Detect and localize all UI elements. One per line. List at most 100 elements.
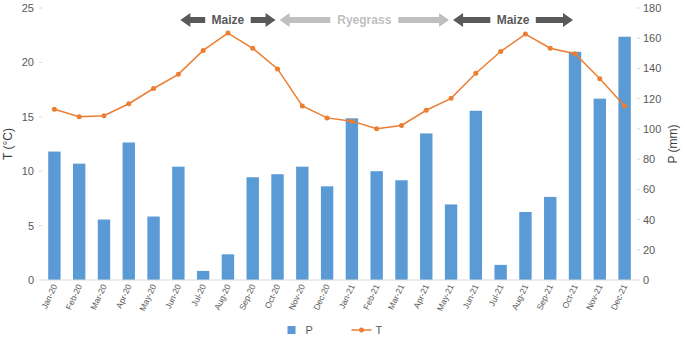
x-tick-label: Mar-20 <box>88 282 109 311</box>
bar <box>519 212 531 280</box>
bar <box>98 220 110 280</box>
x-axis <box>42 280 637 281</box>
y-tick-label: 0 <box>28 274 34 286</box>
y-tick <box>39 116 42 117</box>
plot-area <box>48 31 631 280</box>
annotation-text: Maize <box>497 13 530 27</box>
y2-axis-title: P (mm) <box>666 124 680 163</box>
y-tick-label: 15 <box>22 111 34 123</box>
x-tick-label: Jun-21 <box>461 282 481 310</box>
y2-tick <box>637 68 640 69</box>
x-tick-label: Apr-20 <box>114 282 134 310</box>
marker <box>52 107 57 112</box>
y-tick-label: 10 <box>22 165 34 177</box>
y-tick-label: 25 <box>22 2 34 14</box>
bar <box>73 164 85 280</box>
bar <box>197 271 209 280</box>
bar <box>48 152 60 280</box>
y2-tick-label: 20 <box>643 244 655 256</box>
bar <box>569 52 581 280</box>
marker <box>374 126 379 131</box>
y2-tick-label: 40 <box>643 214 655 226</box>
x-tick-label: May-21 <box>435 282 456 312</box>
annotation-text: Ryegrass <box>337 13 391 27</box>
marker <box>201 48 206 53</box>
bar <box>445 204 457 280</box>
line <box>54 33 624 129</box>
chart: 0510152025020406080100120140160180T (°C)… <box>0 0 685 347</box>
y-tick <box>39 171 42 172</box>
bar <box>271 174 283 280</box>
bar <box>470 111 482 280</box>
marker <box>449 96 454 101</box>
marker <box>622 103 627 108</box>
marker <box>275 66 280 71</box>
x-tick-label: Jul-21 <box>487 282 506 307</box>
y-tick <box>39 280 42 281</box>
y2-tick-label: 60 <box>643 183 655 195</box>
x-tick-label: Dec-21 <box>609 282 630 311</box>
annotation: Maize <box>453 12 573 28</box>
x-tick-label: Feb-20 <box>64 282 85 311</box>
x-tick-label: Jul-20 <box>189 282 208 307</box>
x-tick-label: Sep-21 <box>534 282 555 311</box>
x-tick-label: May-20 <box>137 282 158 312</box>
legend-label: P <box>306 324 313 336</box>
y-tick <box>39 62 42 63</box>
x-tick-label: Oct-20 <box>262 282 282 310</box>
y2-tick-label: 140 <box>643 62 661 74</box>
annotation-arrow <box>280 13 450 27</box>
y2-tick <box>637 38 640 39</box>
legend-swatch <box>288 326 296 334</box>
bar <box>420 133 432 280</box>
x-tick-label: Mar-21 <box>386 282 407 311</box>
y-axis-title: T (°C) <box>1 128 15 160</box>
y-tick <box>39 225 42 226</box>
legend: PT <box>288 324 383 336</box>
marker <box>473 71 478 76</box>
bar <box>370 171 382 280</box>
y2-tick <box>637 189 640 190</box>
marker <box>349 119 354 124</box>
bar <box>321 186 333 280</box>
y2-tick-label: 180 <box>643 2 661 14</box>
annotation-arrow <box>453 13 573 27</box>
annotation-bg <box>330 12 398 28</box>
y2-tick <box>637 8 640 9</box>
marker <box>250 46 255 51</box>
marker <box>573 51 578 56</box>
y2-tick <box>637 249 640 250</box>
x-tick-label: Sep-20 <box>237 282 258 311</box>
bar <box>544 197 556 280</box>
marker <box>325 115 330 120</box>
y2-tick <box>637 128 640 129</box>
bar <box>618 37 630 280</box>
x-tick-label: Aug-21 <box>510 282 531 311</box>
y-tick-label: 20 <box>22 56 34 68</box>
y2-tick-label: 160 <box>643 32 661 44</box>
annotation-arrow <box>180 13 275 27</box>
marker <box>126 101 131 106</box>
bar <box>222 254 234 280</box>
bar <box>123 142 135 280</box>
y-tick-label: 5 <box>28 220 34 232</box>
annotation: Ryegrass <box>280 12 450 28</box>
marker <box>151 86 156 91</box>
marker <box>548 46 553 51</box>
x-tick-label: Nov-21 <box>584 282 605 311</box>
y2-tick <box>637 219 640 220</box>
marker <box>523 32 528 37</box>
x-tick-label: Oct-21 <box>560 282 580 310</box>
bar <box>296 167 308 280</box>
marker <box>225 31 230 36</box>
y2-tick <box>637 280 640 281</box>
bar <box>147 217 159 280</box>
y2-tick <box>637 98 640 99</box>
bar <box>594 99 606 280</box>
x-tick-label: Nov-20 <box>286 282 307 311</box>
bar <box>494 265 506 280</box>
y2-tick-label: 120 <box>643 93 661 105</box>
marker <box>77 114 82 119</box>
annotation-text: Maize <box>212 13 245 27</box>
x-tick-label: Aug-20 <box>212 282 233 311</box>
